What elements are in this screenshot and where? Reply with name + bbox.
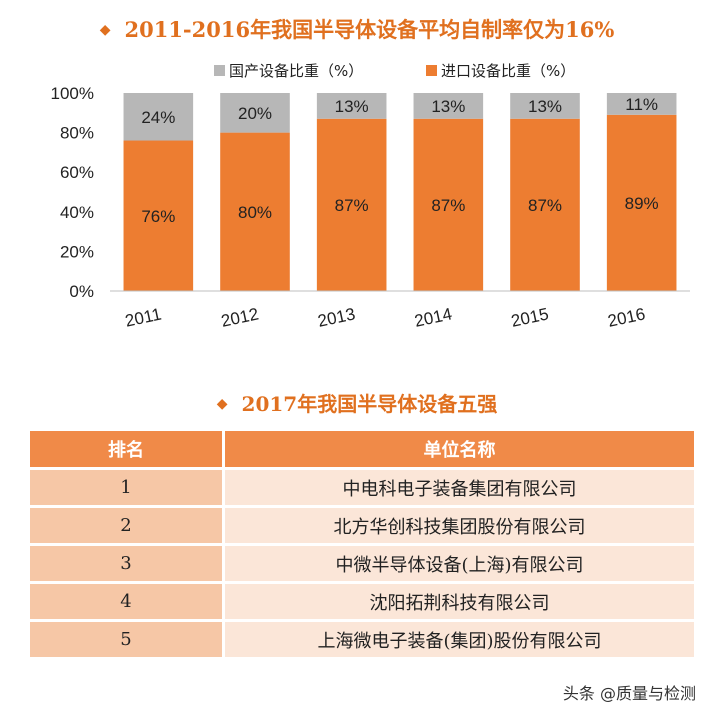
- table-row: 5 上海微电子装备(集团)股份有限公司: [30, 622, 694, 657]
- company-cell: 北方华创科技集团股份有限公司: [222, 508, 694, 543]
- watermark: 头条 @质量与检测: [562, 684, 696, 703]
- table-row: 1 中电科电子装备集团有限公司: [30, 470, 694, 505]
- bar-domestic: [510, 93, 580, 119]
- rank-cell: 3: [30, 546, 222, 581]
- bar-import: [123, 140, 194, 291]
- x-tick-label: 2013: [316, 304, 357, 330]
- table-title: ◆ 2017年我国半导体设备五强: [216, 392, 498, 416]
- y-tick-label: 60%: [60, 163, 94, 182]
- bar-domestic: [220, 93, 290, 133]
- company-cell: 上海微电子装备(集团)股份有限公司: [222, 622, 694, 657]
- rank-cell: 1: [30, 470, 222, 505]
- y-tick-label: 100%: [51, 84, 94, 103]
- bar-import: [606, 114, 677, 291]
- legend-label: 国产设备比重（%）: [229, 62, 363, 80]
- bar-import: [510, 118, 580, 292]
- bar-domestic: [606, 93, 677, 115]
- bar-domestic: [123, 93, 194, 141]
- company-cell: 沈阳拓荆科技有限公司: [222, 584, 694, 619]
- legend-label: 进口设备比重（%）: [441, 62, 575, 80]
- x-tick-label: 2014: [413, 304, 454, 330]
- x-tick-label: 2012: [219, 304, 260, 330]
- data-label-domestic: 20%: [238, 104, 272, 123]
- bar-import: [316, 118, 387, 292]
- rank-cell: 2: [30, 508, 222, 543]
- data-label-import: 87%: [335, 196, 369, 215]
- data-label-import: 87%: [431, 196, 465, 215]
- data-label-import: 89%: [625, 194, 659, 213]
- company-cell: 中电科电子装备集团有限公司: [222, 470, 694, 505]
- x-tick-label: 2011: [123, 305, 163, 331]
- table-row: 2 北方华创科技集团股份有限公司: [30, 508, 694, 543]
- y-tick-label: 0%: [69, 282, 94, 301]
- y-tick-label: 20%: [60, 242, 94, 261]
- legend-swatch: [426, 65, 437, 76]
- data-label-domestic: 13%: [431, 97, 465, 116]
- bar-import: [220, 132, 290, 291]
- data-label-domestic: 13%: [335, 97, 369, 116]
- bar-domestic: [316, 93, 387, 119]
- company-cell: 中微半导体设备(上海)有限公司: [222, 546, 694, 581]
- legend-swatch: [214, 65, 225, 76]
- y-tick-label: 80%: [60, 124, 94, 143]
- table-header-row: 排名 单位名称: [30, 431, 694, 467]
- data-label-import: 76%: [141, 207, 175, 226]
- header-rank: 排名: [30, 431, 222, 467]
- rank-cell: 5: [30, 622, 222, 657]
- data-label-import: 80%: [238, 203, 272, 222]
- chart-title: ◆ 2011-2016年我国半导体设备平均自制率仅为16%: [99, 17, 615, 42]
- rank-cell: 4: [30, 584, 222, 619]
- table-row: 3 中微半导体设备(上海)有限公司: [30, 546, 694, 581]
- data-label-import: 87%: [528, 196, 562, 215]
- data-label-domestic: 24%: [141, 108, 175, 127]
- y-tick-label: 40%: [60, 203, 94, 222]
- diamond-bullet-icon: ◆: [216, 396, 228, 412]
- data-label-domestic: 13%: [528, 97, 562, 116]
- stacked-bar-chart: 0% 20% 40% 60% 80% 100% 76% 24% 2011 80% 20% 2012 87…: [51, 62, 690, 331]
- x-tick-label: 2016: [606, 304, 647, 330]
- header-company: 单位名称: [222, 431, 694, 467]
- table-row: 4 沈阳拓荆科技有限公司: [30, 584, 694, 619]
- bar-import: [413, 118, 484, 292]
- bar-domestic: [413, 93, 484, 119]
- x-tick-label: 2015: [509, 304, 550, 330]
- diamond-bullet-icon: ◆: [99, 22, 111, 38]
- ranking-table: 排名 单位名称 1 中电科电子装备集团有限公司 2 北方华创科技集团股份有限公司…: [30, 428, 694, 660]
- data-label-domestic: 11%: [625, 95, 658, 114]
